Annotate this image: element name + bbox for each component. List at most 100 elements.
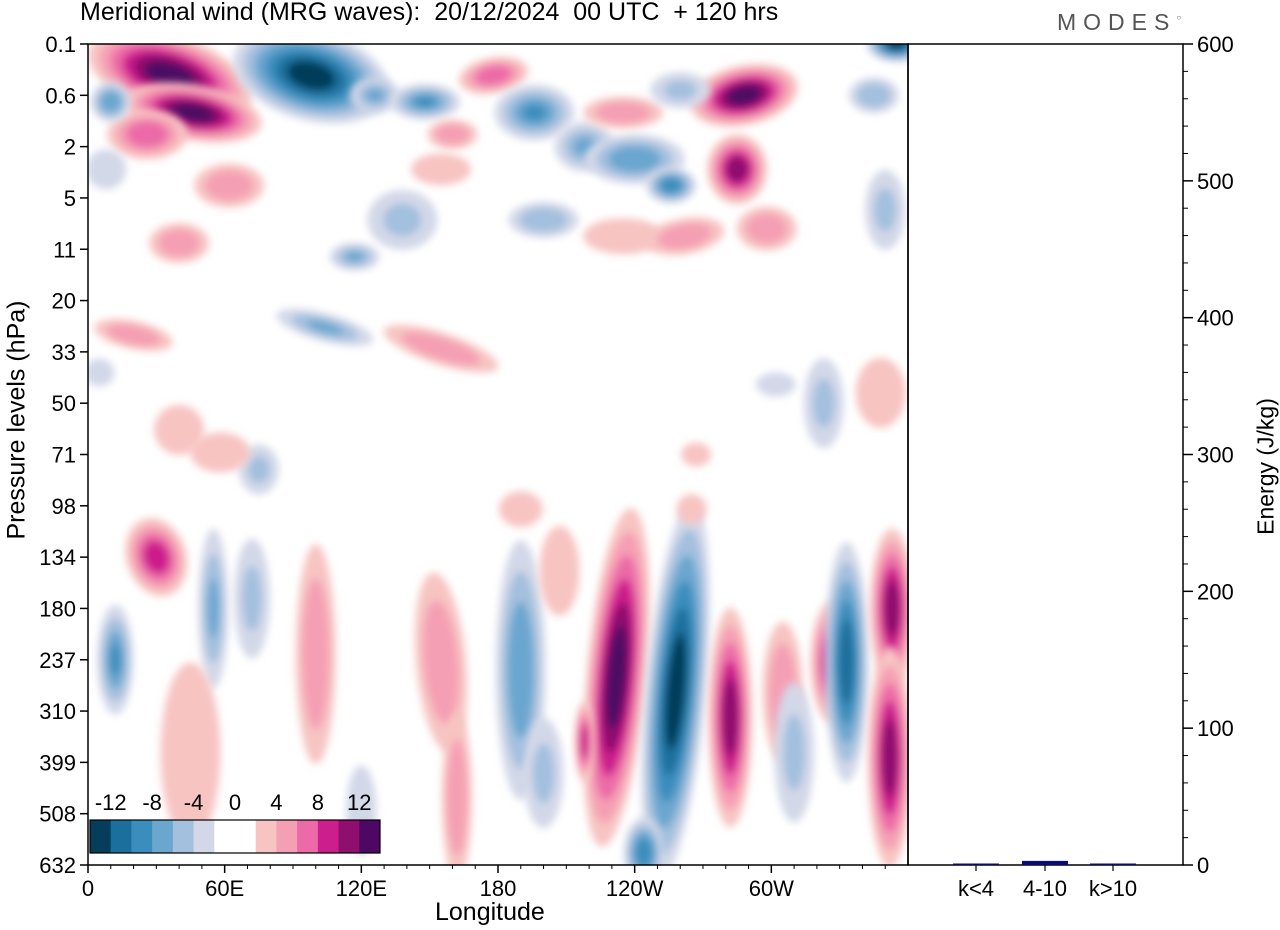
wind-feature-51 <box>583 508 650 847</box>
wind-contour <box>203 441 237 464</box>
y-tick-label: 50 <box>52 391 76 416</box>
wind-feature-44 <box>234 538 270 659</box>
wind-contour <box>365 88 385 103</box>
wind-feature-54 <box>708 607 753 828</box>
wind-contour <box>887 592 897 624</box>
wind-contour <box>665 181 677 190</box>
wind-contour <box>530 213 557 227</box>
wind-contour <box>734 90 754 101</box>
wind-feature-16 <box>646 167 697 204</box>
wind-contour <box>610 649 623 706</box>
brand-mark: ○ <box>1176 13 1182 22</box>
colorbar-swatch <box>172 820 195 853</box>
wind-feature-12 <box>458 56 529 95</box>
colorbar-label: -4 <box>184 790 204 815</box>
wind-feature-21 <box>583 218 664 255</box>
brand-logo: MODES○ <box>1057 9 1181 36</box>
colorbar-swatch <box>131 820 153 853</box>
colorbar-swatch <box>338 820 360 853</box>
colorbar-swatch <box>90 820 112 853</box>
energy-tick-label: 400 <box>1197 306 1234 331</box>
y-tick-label: 399 <box>39 750 76 775</box>
x-tick-label: 180 <box>480 876 517 901</box>
energy-tick-label: 600 <box>1197 32 1234 57</box>
chart-title: Meridional wind (MRG waves): 20/12/2024 … <box>80 0 779 26</box>
heatmap-area <box>88 44 908 865</box>
wind-contour <box>308 612 324 696</box>
wind-feature-6 <box>233 44 390 124</box>
wind-contour <box>345 251 364 262</box>
wind-feature-35 <box>190 432 251 473</box>
wind-feature-17 <box>508 201 579 238</box>
wind-feature-27 <box>865 169 906 250</box>
x-tick-label: 60W <box>749 876 794 901</box>
wind-feature-33 <box>154 404 205 455</box>
energy-bar-chart: 0 100 200 300 400 500 600 k<4 4-10 k>10 <box>953 32 1234 901</box>
wind-feature-5 <box>90 81 131 122</box>
wind-contour <box>601 226 646 247</box>
y-tick-label: 20 <box>52 289 76 314</box>
wind-feature-28 <box>88 149 127 190</box>
y-tick-label: 98 <box>52 494 76 519</box>
energy-tick-label: 100 <box>1197 716 1234 741</box>
wind-feature-50 <box>160 662 221 843</box>
wind-contour <box>731 162 743 177</box>
wind-contour <box>118 329 149 342</box>
wind-feature-31 <box>276 308 374 347</box>
wind-contour <box>91 364 108 381</box>
wind-contour <box>669 229 700 244</box>
energy-bar <box>953 863 999 865</box>
wind-contour <box>663 80 697 100</box>
wind-contour <box>149 548 164 567</box>
wind-feature-63 <box>676 494 707 525</box>
wind-feature-4 <box>149 223 210 264</box>
wind-contour <box>247 455 270 484</box>
energy-tick-label: 500 <box>1197 169 1234 194</box>
wind-contour <box>298 67 325 84</box>
wind-contour <box>683 500 700 518</box>
wind-feature-26 <box>736 206 797 251</box>
y-tick-label: 508 <box>39 802 76 827</box>
colorbar-swatch <box>317 820 340 853</box>
wind-contour <box>755 220 779 237</box>
wind-contour <box>885 736 895 780</box>
y-tick-label: 11 <box>53 237 76 262</box>
bar-category-label: k<4 <box>958 876 994 901</box>
wind-contour <box>726 696 735 739</box>
bar-category-label: 4-10 <box>1023 876 1067 901</box>
colorbar-swatch <box>297 820 319 853</box>
wind-contour <box>620 151 649 167</box>
wind-contour <box>383 203 422 237</box>
wind-contour <box>306 320 344 335</box>
energy-bar <box>1090 863 1136 865</box>
wind-contour <box>532 743 555 804</box>
wind-contour <box>167 235 191 251</box>
wind-feature-48 <box>539 525 580 616</box>
wind-contour <box>687 447 705 462</box>
wind-feature-30 <box>94 319 173 352</box>
energy-tick-label: 200 <box>1197 579 1234 604</box>
wind-contour <box>864 88 884 103</box>
wind-feature-60 <box>523 718 564 829</box>
x-tick-label: 60E <box>205 876 244 901</box>
colorbar-swatch <box>276 820 298 853</box>
x-tick-label: 120E <box>336 876 387 901</box>
y-tick-label: 0.1 <box>45 32 76 57</box>
x-tick-label: 120W <box>606 876 664 901</box>
colorbar-label: 12 <box>347 790 371 815</box>
y-tick-label: 310 <box>39 699 76 724</box>
wind-feature-59 <box>867 647 908 865</box>
colorbar-frame <box>89 819 381 854</box>
wind-contour <box>207 578 219 639</box>
wind-contour <box>483 70 504 81</box>
wind-feature-41 <box>125 517 188 597</box>
wind-feature-23 <box>707 134 768 205</box>
wind-contour <box>174 703 207 802</box>
wind-feature-37 <box>855 357 906 428</box>
wind-contour <box>513 632 528 708</box>
wind-contour <box>508 499 533 519</box>
wind-feature-45 <box>295 544 336 765</box>
wind-feature-29 <box>427 119 478 150</box>
energy-tick-label: 300 <box>1197 443 1234 468</box>
